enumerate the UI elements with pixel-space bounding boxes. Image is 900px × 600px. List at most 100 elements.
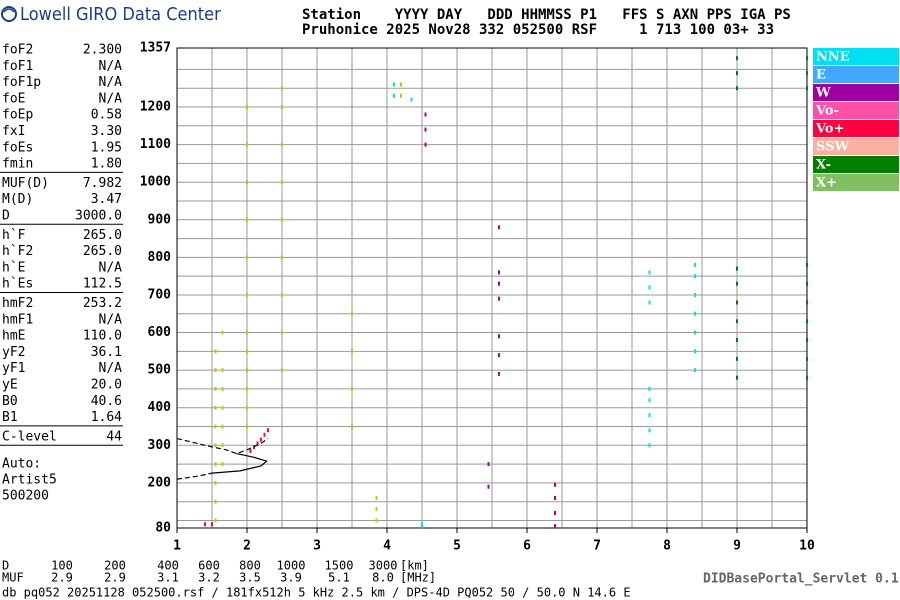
legend-swatch [813,156,899,173]
distance-cell: 3.5 [239,571,261,585]
echo-point [648,398,651,403]
y-tick-label: 900 [148,212,172,227]
echo-point [256,441,259,446]
y-tick-label: 300 [148,438,172,453]
echo-point [694,262,696,267]
y-tick-label: 600 [148,325,172,340]
echo-point [400,82,402,87]
echo-point [736,266,738,271]
distance-cell: 3.9 [280,571,302,585]
param-name: h`Es [2,277,33,292]
distance-cell: 200 [104,559,126,573]
logo [1,6,17,22]
header-line: Station YYYY DAY DDD HHMMSS P1 FFS S AXN… [302,7,791,23]
profile-line [211,452,268,474]
echo-point [267,428,269,433]
echo-point [694,311,696,316]
param-name: h`E [2,260,25,275]
echo-point [221,462,224,467]
echo-point [806,319,808,324]
x-tick-label: 5 [453,539,461,554]
param-value: N/A [99,91,123,106]
x-tick-label: 7 [593,539,601,554]
echo-point [736,319,738,324]
distance-cell: 400 [157,559,179,573]
distance-cell: 3.2 [198,571,220,585]
param-name: fxI [2,124,25,139]
legend-swatch [813,102,899,119]
echo-point [221,368,224,373]
echo-point [246,405,248,410]
echo-point [221,424,224,429]
echo-point [246,292,248,297]
legend-label: X+ [816,176,837,191]
echo-point [246,255,248,260]
legend-swatch [813,120,899,137]
echo-point [424,127,427,132]
echo-point [246,180,248,185]
echo-point [221,386,224,391]
echo-point [281,292,283,297]
echo-point [214,368,217,373]
param-value: N/A [99,59,123,74]
auto-line: Artist5 [2,473,57,488]
param-value: 20.0 [91,378,122,393]
distance-cell: 800 [239,559,261,573]
param-name: D [2,209,10,224]
echo-point [806,71,808,76]
echo-point [375,518,378,523]
echo-point [736,356,738,361]
auto-line: Auto: [2,457,41,472]
echo-point [806,86,808,91]
legend-label: Vo- [815,104,839,119]
param-value: 2.300 [83,43,122,58]
legend-swatch [813,84,899,101]
echo-point [806,281,808,286]
x-tick-label: 8 [663,539,671,554]
echo-point [736,338,738,343]
param-value: 0.58 [91,108,122,123]
echo-point [736,375,738,380]
param-name: hmF2 [2,296,33,311]
param-name: hmE [2,329,25,344]
profile-line [176,437,269,455]
echo-point [694,368,696,373]
echo-point [554,495,556,500]
y-tick-label: 500 [148,363,172,378]
echo-point [351,349,353,354]
param-name: M(D) [2,192,33,207]
echo-point [393,82,395,87]
param-value: 1.80 [91,157,122,172]
param-value: 1.95 [91,140,122,155]
echo-point [204,522,206,527]
distance-cell: 2.9 [104,571,126,585]
echo-point [214,499,217,504]
echo-point [351,424,353,429]
echo-point [806,375,808,380]
echo-point [214,443,217,448]
echo-point [246,330,248,335]
echo-point [487,462,490,467]
echo-point [246,105,248,110]
echo-point [351,386,353,391]
x-tick-label: 1 [173,539,181,554]
distance-cell: 2.9 [51,571,73,585]
legend-label: SSW [816,140,849,155]
param-name: C-level [2,429,57,444]
param-name: foE [2,91,25,106]
param-name: yF1 [2,361,25,376]
param-value: 265.0 [83,244,122,259]
echo-point [246,368,248,373]
param-name: h`F [2,228,26,243]
echo-point [806,338,808,343]
echo-point [498,281,500,286]
echo-point [498,353,500,358]
x-tick-label: 9 [733,539,741,554]
legend-label: X- [816,158,831,173]
y-tick-label: 1357 [140,41,171,56]
distance-cell: 3000 [369,559,398,573]
echo-point [736,86,738,91]
echo-point [424,142,427,147]
legend-label: NNE [816,50,850,65]
echo-point [214,405,217,410]
